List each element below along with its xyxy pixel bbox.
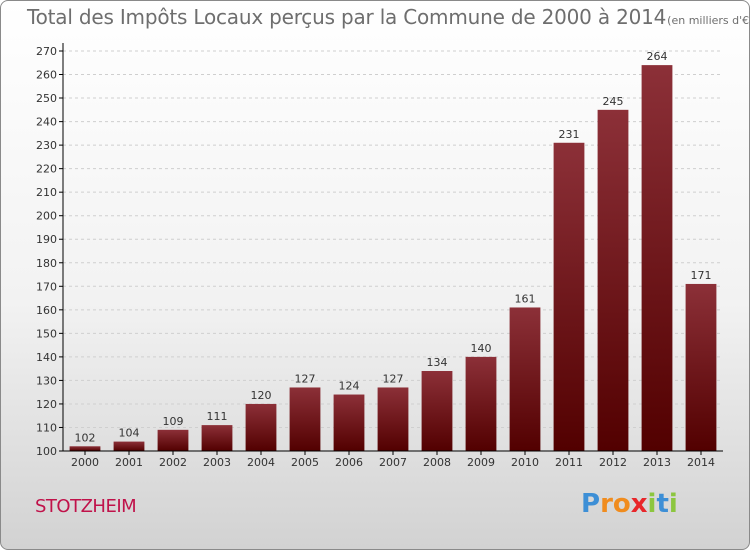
value-label: 245 [603,95,624,108]
bar [685,283,717,451]
value-label: 109 [163,415,184,428]
x-tick-label: 2002 [159,456,187,469]
y-tick-label: 200 [36,210,57,223]
y-tick-label: 250 [36,92,57,105]
y-tick-label: 170 [36,280,57,293]
bar [509,307,541,451]
y-tick-label: 130 [36,374,57,387]
logo-letter: i [668,489,678,519]
value-label: 171 [691,269,712,282]
x-tick-label: 2012 [599,456,627,469]
bar [333,394,365,451]
bar [245,403,277,451]
x-tick-label: 2003 [203,456,231,469]
axes [62,43,723,452]
y-tick-label: 270 [36,45,57,58]
value-label: 161 [515,292,536,305]
value-label: 102 [75,431,96,444]
y-tick-label: 230 [36,139,57,152]
grid-lines [59,50,723,452]
y-tick-label: 140 [36,351,57,364]
value-label: 127 [383,372,404,385]
x-tick-label: 2004 [247,456,275,469]
y-tick-label: 240 [36,116,57,129]
bar [465,356,497,451]
x-tick-label: 2007 [379,456,407,469]
x-tick-label: 2010 [511,456,539,469]
value-labels: 102 104 109 111 120 127 124 127 134 140 161 231 245 2… [75,50,712,444]
y-tick-label: 100 [36,445,57,458]
y-tick-label: 260 [36,69,57,82]
y-tick-label: 220 [36,163,57,176]
value-label: 104 [119,427,140,440]
proxiti-logo: Proxiti [581,489,678,519]
x-tick-label: 2000 [71,456,99,469]
chart-title-block: Total des Impôts Locaux perçus par la Co… [27,5,750,29]
x-tick-label: 2011 [555,456,583,469]
y-tick-label: 190 [36,233,57,246]
bar [157,429,189,451]
logo-letter: P [581,489,601,519]
x-tick-label: 2014 [687,456,715,469]
bars [69,65,717,455]
logo-letter: i [647,489,657,519]
x-tick-label: 2006 [335,456,363,469]
y-tick-label: 110 [36,421,57,434]
logo-letter: o [612,489,631,519]
logo-letter: t [656,489,669,519]
bar [421,371,453,451]
value-label: 124 [339,380,360,393]
x-tick-label: 2013 [643,456,671,469]
bar [201,425,233,451]
value-label: 120 [251,389,272,402]
bar [113,441,145,451]
chart-unit: (en milliers d'€) [667,14,750,27]
bar [289,387,321,451]
commune-name: STOTZHEIM [35,496,137,517]
x-tick-label: 2008 [423,456,451,469]
bar [553,142,585,451]
value-label: 134 [427,356,448,369]
bar [377,387,409,451]
y-tick-label: 160 [36,304,57,317]
x-tick-label: 2009 [467,456,495,469]
logo-letter: r [600,489,613,519]
x-tick-label: 2005 [291,456,319,469]
y-tick-label: 120 [36,398,57,411]
value-label: 111 [207,410,228,423]
y-tick-label: 150 [36,327,57,340]
chart-title: Total des Impôts Locaux perçus par la Co… [27,5,667,29]
y-tick-label: 180 [36,257,57,270]
value-label: 127 [295,372,316,385]
y-tick-label: 210 [36,186,57,199]
x-tick-label: 2001 [115,456,143,469]
x-tick-labels: 2000 2001 2002 2003 2004 2005 2006 2007 2008 2009… [71,456,715,469]
bar [641,65,673,451]
value-label: 231 [559,128,580,141]
bar [69,446,101,451]
logo-letter: x [630,489,648,519]
y-tick-labels: 100 110 120 130 140 150 160 170 180 190 200 210 220 2… [36,45,57,458]
value-label: 140 [471,342,492,355]
bar [597,109,629,451]
value-label: 264 [647,50,668,63]
